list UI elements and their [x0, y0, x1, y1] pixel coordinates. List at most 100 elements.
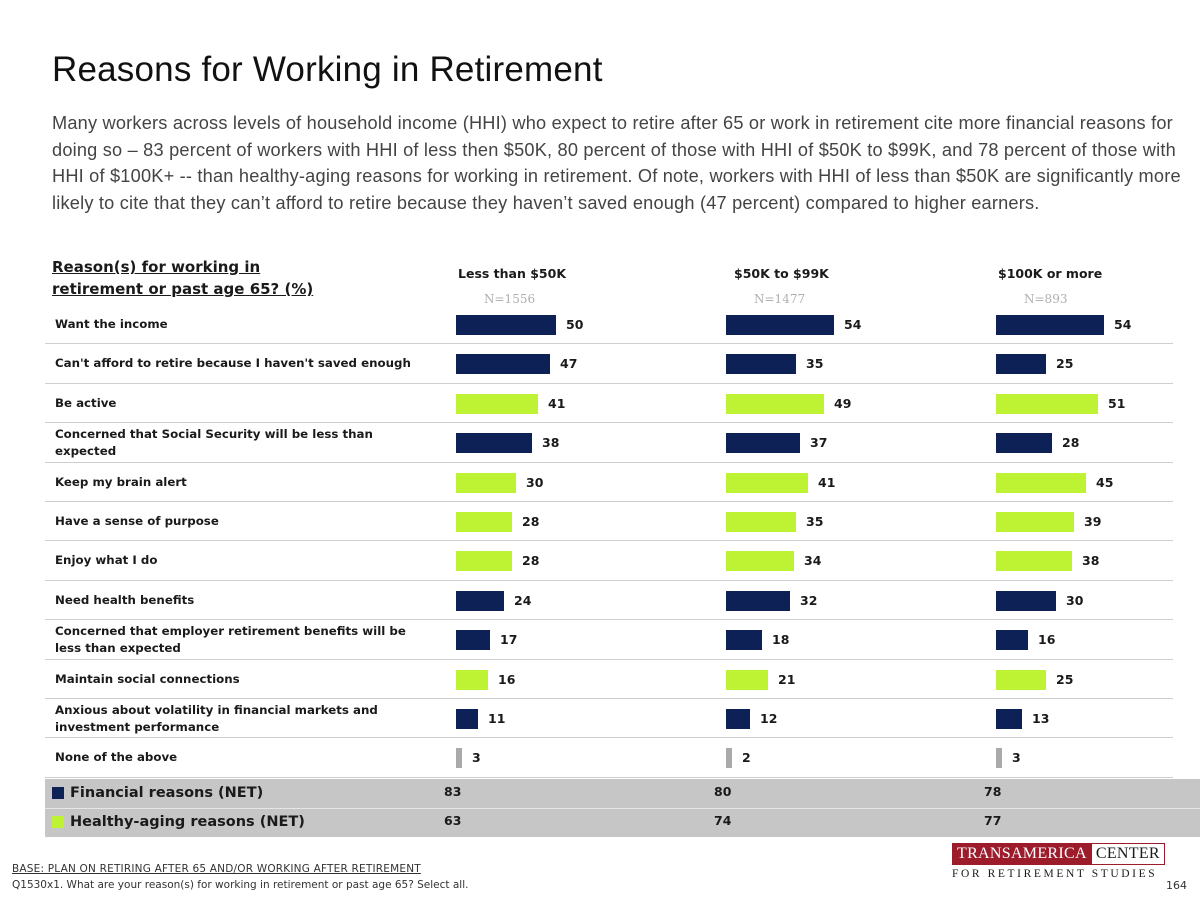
bar — [456, 512, 512, 532]
bar — [726, 709, 750, 729]
bar — [996, 393, 1098, 414]
logo-bottom-text: FOR RETIREMENT STUDIES — [952, 868, 1158, 880]
row-label: Keep my brain alert — [55, 474, 187, 489]
row-label: None of the above — [55, 750, 178, 765]
net-label: Healthy-aging reasons (NET) — [70, 813, 305, 830]
bar — [456, 709, 478, 729]
bar — [996, 472, 1086, 493]
bar — [996, 709, 1022, 729]
row-label: Want the income — [55, 317, 168, 331]
page-number: 164 — [1166, 879, 1187, 892]
chart-row: Need health benefits — [45, 581, 1173, 621]
row-label: Can't afford to retire because I haven't… — [55, 356, 411, 371]
bar-value-label: 38 — [542, 435, 560, 451]
bar-value-label: 17 — [500, 632, 518, 648]
column-header: $100K or more — [998, 266, 1103, 281]
bar — [726, 354, 796, 375]
bar — [456, 551, 512, 572]
bar-value-label: 30 — [1066, 592, 1084, 608]
bar — [996, 630, 1028, 651]
page-title: Reasons for Working in Retirement — [52, 50, 603, 89]
logo-left-text: TRANSAMERICA — [952, 843, 1092, 865]
bar-value-label: 47 — [560, 356, 578, 372]
row-label: Be active — [55, 395, 117, 410]
chart-row: Have a sense of purpose — [45, 502, 1173, 542]
net-value: 80 — [714, 783, 732, 799]
bar — [726, 748, 732, 769]
bar — [726, 315, 834, 335]
bar-value-label: 16 — [1038, 632, 1056, 648]
column-sample-size: N=1477 — [754, 292, 806, 306]
chart-row: Keep my brain alert — [45, 463, 1173, 502]
bar-value-label: 2 — [742, 750, 751, 766]
column-sample-size: N=893 — [1024, 292, 1068, 306]
bar-value-label: 12 — [760, 711, 778, 726]
bar-value-label: 51 — [1108, 395, 1126, 411]
bar — [726, 669, 768, 690]
bar-value-label: 3 — [1012, 750, 1021, 766]
bar — [456, 590, 504, 611]
row-label: Enjoy what I do — [55, 553, 158, 568]
bar — [726, 551, 794, 572]
bar-value-label: 32 — [800, 592, 818, 608]
bar — [456, 630, 490, 651]
bar-value-label: 38 — [1082, 553, 1100, 569]
bar-value-label: 25 — [1056, 671, 1074, 687]
row-label: Maintain social connections — [55, 671, 240, 686]
bar — [996, 433, 1052, 454]
bar-value-label: 25 — [1056, 356, 1074, 372]
chart-row: Want the income — [45, 305, 1173, 345]
net-value: 77 — [984, 812, 1002, 828]
legend-swatch — [52, 786, 64, 799]
net-row: Financial reasons (NET) 83 80 78 — [45, 779, 1200, 808]
net-value: 74 — [714, 812, 732, 828]
net-divider — [45, 807, 1200, 809]
bar-value-label: 41 — [548, 395, 566, 411]
bar — [726, 512, 796, 532]
bar-value-label: 54 — [844, 317, 862, 332]
bar-value-label: 35 — [806, 514, 824, 529]
bar — [996, 315, 1104, 335]
chart-row: None of the above — [45, 738, 1173, 778]
chart-row: Be active — [45, 384, 1173, 424]
bar-value-label: 35 — [806, 356, 824, 372]
chart-row: Concerned that employer retirement benef… — [45, 620, 1173, 660]
bar — [996, 354, 1046, 375]
column-sample-size: N=1556 — [484, 292, 536, 306]
bar-value-label: 28 — [1062, 435, 1080, 451]
base-note: BASE: PLAN ON RETIRING AFTER 65 AND/OR W… — [12, 863, 421, 875]
chart-row: Enjoy what I do — [45, 541, 1173, 581]
bar — [726, 630, 762, 651]
bar — [456, 669, 488, 690]
bar-value-label: 54 — [1114, 317, 1132, 332]
column-header: $50K to $99K — [734, 266, 829, 281]
transamerica-logo: TRANSAMERICA CENTER FOR RETIREMENT STUDI… — [952, 843, 1165, 880]
net-row: Healthy-aging reasons (NET) 63 74 77 — [45, 808, 1200, 837]
row-label: Have a sense of purpose — [55, 514, 219, 528]
net-value: 63 — [444, 812, 462, 828]
bar-value-label: 18 — [772, 632, 790, 648]
bar — [996, 512, 1074, 532]
bar — [456, 472, 516, 493]
bar-value-label: 28 — [522, 514, 540, 529]
bar — [456, 433, 532, 454]
chart-row: Can't afford to retire because I haven't… — [45, 344, 1173, 384]
chart-row: Maintain social connections — [45, 660, 1173, 699]
bar-value-label: 3 — [472, 750, 481, 766]
row-label: Anxious about volatility in financial ma… — [55, 702, 378, 734]
page-subtitle: Many workers across levels of household … — [52, 113, 1181, 214]
net-value: 78 — [984, 783, 1002, 799]
logo-right-text: CENTER — [1091, 843, 1165, 865]
bar-value-label: 50 — [566, 317, 584, 332]
bar-value-label: 11 — [488, 711, 506, 726]
chart-row: Anxious about volatility in financial ma… — [45, 699, 1173, 739]
bar-value-label: 13 — [1032, 711, 1050, 726]
bar-value-label: 41 — [818, 474, 836, 490]
bar-value-label: 30 — [526, 474, 544, 490]
bar — [726, 472, 808, 493]
question-label: Reason(s) for working in retirement or p… — [52, 258, 314, 298]
bar — [996, 669, 1046, 690]
bar-value-label: 39 — [1084, 514, 1102, 529]
row-label: Concerned that Social Security will be l… — [55, 426, 373, 458]
question-note: Q1530x1. What are your reason(s) for wor… — [12, 879, 469, 891]
